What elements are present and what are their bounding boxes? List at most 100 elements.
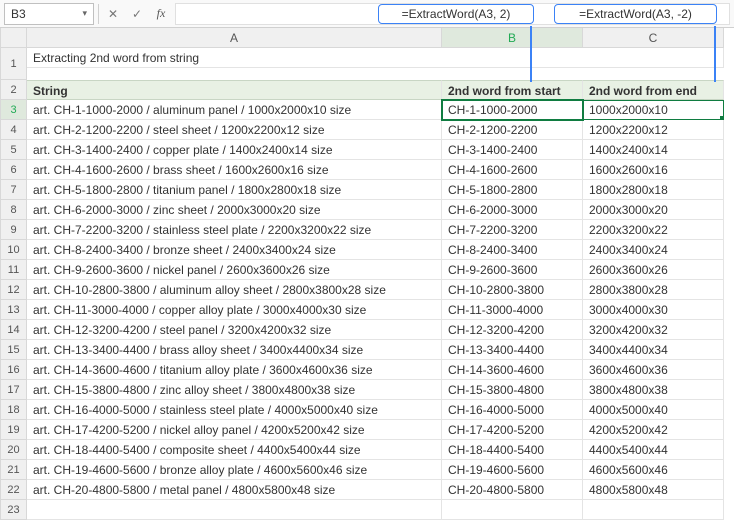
row-header[interactable]: 20 <box>1 440 27 460</box>
cell-from-end[interactable]: 3200x4200x32 <box>583 320 724 340</box>
cell-from-start[interactable]: CH-8-2400-3400 <box>442 240 583 260</box>
row-header[interactable]: 9 <box>1 220 27 240</box>
cell-from-end[interactable]: 3800x4800x38 <box>583 380 724 400</box>
cell-from-start[interactable]: CH-2-1200-2200 <box>442 120 583 140</box>
cell-string[interactable]: art. CH-11-3000-4000 / copper alloy plat… <box>27 300 442 320</box>
row-header[interactable]: 5 <box>1 140 27 160</box>
row-header[interactable]: 11 <box>1 260 27 280</box>
cell-from-start[interactable]: CH-11-3000-4000 <box>442 300 583 320</box>
row-header[interactable]: 17 <box>1 380 27 400</box>
row-header[interactable]: 16 <box>1 360 27 380</box>
cell-empty[interactable] <box>27 500 442 520</box>
cell-string[interactable]: art. CH-10-2800-3800 / aluminum alloy sh… <box>27 280 442 300</box>
header-from-start[interactable]: 2nd word from start <box>442 80 583 100</box>
cell-from-end[interactable]: 4600x5600x46 <box>583 460 724 480</box>
cell-from-start[interactable]: CH-1-1000-2000 <box>442 100 583 120</box>
accept-icon[interactable]: ✓ <box>127 4 147 24</box>
cell-from-start[interactable]: CH-4-1600-2600 <box>442 160 583 180</box>
formula-input[interactable] <box>175 3 730 25</box>
cell-from-start[interactable]: CH-3-1400-2400 <box>442 140 583 160</box>
name-box[interactable]: B3 ▾ <box>4 3 94 25</box>
cell-from-end[interactable]: 1800x2800x18 <box>583 180 724 200</box>
header-string[interactable]: String <box>27 80 442 100</box>
cell-string[interactable]: art. CH-3-1400-2400 / copper plate / 140… <box>27 140 442 160</box>
row-header[interactable]: 23 <box>1 500 27 520</box>
cell-from-start[interactable]: CH-12-3200-4200 <box>442 320 583 340</box>
cell-string[interactable]: art. CH-4-1600-2600 / brass sheet / 1600… <box>27 160 442 180</box>
row-header[interactable]: 22 <box>1 480 27 500</box>
cancel-icon[interactable]: ✕ <box>103 4 123 24</box>
header-from-end[interactable]: 2nd word from end <box>583 80 724 100</box>
cell-from-end[interactable]: 2600x3600x26 <box>583 260 724 280</box>
col-header-a[interactable]: A <box>27 28 442 48</box>
cell-from-end[interactable]: 1400x2400x14 <box>583 140 724 160</box>
select-all-corner[interactable] <box>1 28 27 48</box>
title-cell[interactable]: Extracting 2nd word from string <box>27 48 724 68</box>
cell-from-start[interactable]: CH-18-4400-5400 <box>442 440 583 460</box>
cell-string[interactable]: art. CH-19-4600-5600 / bronze alloy plat… <box>27 460 442 480</box>
row-header[interactable]: 10 <box>1 240 27 260</box>
row-header-2[interactable]: 2 <box>1 80 27 100</box>
cell-empty[interactable] <box>583 500 724 520</box>
cell-from-end[interactable]: 4400x5400x44 <box>583 440 724 460</box>
row-header[interactable]: 12 <box>1 280 27 300</box>
cell-string[interactable]: art. CH-7-2200-3200 / stainless steel pl… <box>27 220 442 240</box>
fx-icon[interactable]: fx <box>151 4 171 24</box>
row-header[interactable]: 14 <box>1 320 27 340</box>
cell-string[interactable]: art. CH-13-3400-4400 / brass alloy sheet… <box>27 340 442 360</box>
row-header[interactable]: 13 <box>1 300 27 320</box>
cell-from-end[interactable]: 1200x2200x12 <box>583 120 724 140</box>
cell-string[interactable]: art. CH-9-2600-3600 / nickel panel / 260… <box>27 260 442 280</box>
cell-from-end[interactable]: 4800x5800x48 <box>583 480 724 500</box>
cell-from-start[interactable]: CH-6-2000-3000 <box>442 200 583 220</box>
row-header[interactable]: 19 <box>1 420 27 440</box>
cell-from-end[interactable]: 4000x5000x40 <box>583 400 724 420</box>
cell-from-start[interactable]: CH-13-3400-4400 <box>442 340 583 360</box>
cell-from-start[interactable]: CH-19-4600-5600 <box>442 460 583 480</box>
cell-from-end[interactable]: 3400x4400x34 <box>583 340 724 360</box>
row-header[interactable]: 6 <box>1 160 27 180</box>
cell-from-end[interactable]: 4200x5200x42 <box>583 420 724 440</box>
cell-string[interactable]: art. CH-14-3600-4600 / titanium alloy pl… <box>27 360 442 380</box>
cell-from-start[interactable]: CH-10-2800-3800 <box>442 280 583 300</box>
row-header[interactable]: 4 <box>1 120 27 140</box>
row-header[interactable]: 8 <box>1 200 27 220</box>
cell-string[interactable]: art. CH-6-2000-3000 / zinc sheet / 2000x… <box>27 200 442 220</box>
cell-from-start[interactable]: CH-17-4200-5200 <box>442 420 583 440</box>
cell-string[interactable]: art. CH-12-3200-4200 / steel panel / 320… <box>27 320 442 340</box>
cell-from-end[interactable]: 3000x4000x30 <box>583 300 724 320</box>
cell-string[interactable]: art. CH-16-4000-5000 / stainless steel p… <box>27 400 442 420</box>
row-header-1[interactable]: 1 <box>1 48 27 80</box>
cell-string[interactable]: art. CH-5-1800-2800 / titanium panel / 1… <box>27 180 442 200</box>
cell-string[interactable]: art. CH-20-4800-5800 / metal panel / 480… <box>27 480 442 500</box>
cell-from-end[interactable]: 1000x2000x10 <box>583 100 724 120</box>
cell-from-end[interactable]: 2200x3200x22 <box>583 220 724 240</box>
cell-string[interactable]: art. CH-8-2400-3400 / bronze sheet / 240… <box>27 240 442 260</box>
fill-handle[interactable] <box>720 116 724 120</box>
row-header[interactable]: 15 <box>1 340 27 360</box>
cell-from-start[interactable]: CH-20-4800-5800 <box>442 480 583 500</box>
cell-empty[interactable] <box>442 500 583 520</box>
cell-string[interactable]: art. CH-18-4400-5400 / composite sheet /… <box>27 440 442 460</box>
row-header[interactable]: 7 <box>1 180 27 200</box>
cell-from-end[interactable]: 3600x4600x36 <box>583 360 724 380</box>
cell-from-start[interactable]: CH-15-3800-4800 <box>442 380 583 400</box>
cell-from-start[interactable]: CH-14-3600-4600 <box>442 360 583 380</box>
cell-string[interactable]: art. CH-17-4200-5200 / nickel alloy pane… <box>27 420 442 440</box>
cell-from-end[interactable]: 1600x2600x16 <box>583 160 724 180</box>
cell-string[interactable]: art. CH-15-3800-4800 / zinc alloy sheet … <box>27 380 442 400</box>
cell-string[interactable]: art. CH-1-1000-2000 / aluminum panel / 1… <box>27 100 442 120</box>
cell-string[interactable]: art. CH-2-1200-2200 / steel sheet / 1200… <box>27 120 442 140</box>
cell-from-start[interactable]: CH-16-4000-5000 <box>442 400 583 420</box>
cell-from-end[interactable]: 2400x3400x24 <box>583 240 724 260</box>
col-header-c[interactable]: C <box>583 28 724 48</box>
row-header[interactable]: 21 <box>1 460 27 480</box>
cell-from-start[interactable]: CH-7-2200-3200 <box>442 220 583 240</box>
cell-from-start[interactable]: CH-9-2600-3600 <box>442 260 583 280</box>
row-header[interactable]: 3 <box>1 100 27 120</box>
cell-from-end[interactable]: 2000x3000x20 <box>583 200 724 220</box>
cell-from-end[interactable]: 2800x3800x28 <box>583 280 724 300</box>
cell-from-start[interactable]: CH-5-1800-2800 <box>442 180 583 200</box>
row-header[interactable]: 18 <box>1 400 27 420</box>
col-header-b[interactable]: B <box>442 28 583 48</box>
